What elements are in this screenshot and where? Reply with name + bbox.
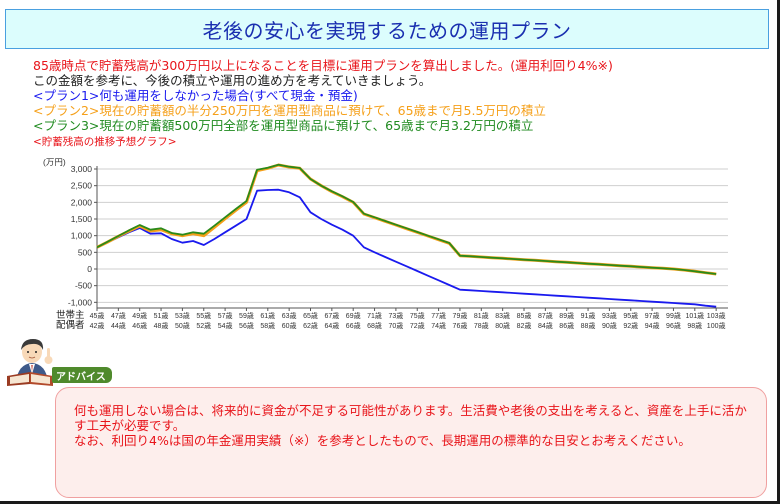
x-tick-label-spouse: 60歳 — [282, 321, 297, 330]
x-tick-label-spouse: 50歳 — [175, 321, 190, 330]
page-title: 老後の安心を実現するための運用プラン — [202, 18, 572, 43]
frame-bottom-border — [0, 501, 780, 504]
x-tick-label-head: 85歳 — [517, 311, 532, 320]
x-tick-label-spouse: 88歳 — [581, 321, 596, 330]
x-tick-label-head: 73歳 — [389, 311, 404, 320]
x-tick-label-head: 75歳 — [410, 311, 425, 320]
savings-projection-chart: 3,000 2,500 2,000 1,500 1,000 500 0 -500 -1,000 (… — [43, 157, 728, 331]
x-tick-label-head: 47歳 — [111, 311, 126, 320]
row-label-head: 世帯主 — [56, 309, 85, 321]
x-tick-label-spouse: 62歳 — [303, 321, 318, 330]
x-tick-label-spouse: 68歳 — [367, 321, 382, 330]
x-tick-label-spouse: 70歳 — [389, 321, 404, 330]
x-tick-label-spouse: 72歳 — [410, 321, 425, 330]
x-tick-label-spouse: 42歳 — [90, 321, 105, 330]
y-tick-label: -500 — [75, 281, 92, 291]
x-tick-label-head: 89歳 — [559, 311, 574, 320]
x-tick-label-spouse: 74歳 — [431, 321, 446, 330]
x-tick-label-head: 97歳 — [645, 311, 660, 320]
plan2-description: <プラン2>現在の貯蓄額の半分250万円を運用型商品に預けて、65歳まで月5.5… — [33, 103, 546, 118]
x-tick-label-spouse: 64歳 — [324, 321, 339, 330]
x-tick-label-head: 71歳 — [367, 311, 382, 320]
series-line-3 — [96, 163, 717, 275]
advice-text-2: なお、利回り4%は国の年金運用実績（※）を参考としたもので、長期運用の標準的な目… — [74, 433, 691, 448]
x-tick-label-spouse: 90歳 — [602, 321, 617, 330]
x-tick-label-spouse: 48歳 — [154, 321, 169, 330]
x-tick-label-head: 79歳 — [453, 311, 468, 320]
frame-right-border — [777, 0, 780, 504]
x-tick-label-head: 57歳 — [218, 311, 233, 320]
x-tick-label-spouse: 82歳 — [517, 321, 532, 330]
x-tick-label-spouse: 66歳 — [346, 321, 361, 330]
x-tick-label-head: 77歳 — [431, 311, 446, 320]
x-tick-label-head: 95歳 — [623, 311, 638, 320]
advice-badge: アドバイス — [52, 367, 112, 383]
graph-caption: <貯蓄残高の推移予想グラフ> — [33, 136, 177, 148]
x-tick-label-spouse: 44歳 — [111, 321, 126, 330]
x-tick-label-head: 67歳 — [324, 311, 339, 320]
page-title-box: 老後の安心を実現するための運用プラン — [5, 9, 769, 49]
x-tick-label-head: 53歳 — [175, 311, 190, 320]
x-tick-label-spouse: 56歳 — [239, 321, 254, 330]
y-tick-label: 500 — [78, 247, 92, 257]
x-tick-label-spouse: 98歳 — [687, 321, 702, 330]
row-label-spouse: 配偶者 — [56, 319, 85, 331]
guide-text: この金額を参考に、今後の積立や運用の進め方を考えていきましょう。 — [33, 73, 432, 88]
y-tick-label: -1,000 — [68, 297, 92, 307]
x-tick-label-head: 61歳 — [260, 311, 275, 320]
x-tick-label-head: 99歳 — [666, 311, 681, 320]
x-tick-label-head: 69歳 — [346, 311, 361, 320]
x-tick-label-head: 93歳 — [602, 311, 617, 320]
y-tick-label: 2,000 — [71, 197, 93, 207]
advice-box: 何も運用しない場合は、将来的に資金が不足する可能性があります。生活費や老後の支出… — [55, 387, 767, 498]
x-tick-label-head: 101歳 — [685, 311, 704, 320]
x-tick-label-head: 49歳 — [132, 311, 147, 320]
y-tick-label: 1,000 — [71, 231, 93, 241]
x-tick-label-spouse: 86歳 — [559, 321, 574, 330]
x-tick-label-head: 55歳 — [196, 311, 211, 320]
x-tick-label-head: 91歳 — [581, 311, 596, 320]
intro-section: 85歳時点で貯蓄残高が300万円以上になることを目標に運用プランを算出しました。… — [33, 58, 613, 150]
x-tick-label-head: 51歳 — [154, 311, 169, 320]
x-tick-label-spouse: 96歳 — [666, 321, 681, 330]
x-tick-label-head: 65歳 — [303, 311, 318, 320]
x-tick-label-head: 45歳 — [90, 311, 105, 320]
x-tick-label-spouse: 52歳 — [196, 321, 211, 330]
x-tick-label-head: 63歳 — [282, 311, 297, 320]
x-tick-label-spouse: 46歳 — [132, 321, 147, 330]
x-tick-label-spouse: 58歳 — [260, 321, 275, 330]
x-tick-label-spouse: 78歳 — [474, 321, 489, 330]
x-tick-label-head: 59歳 — [239, 311, 254, 320]
x-tick-label-spouse: 94歳 — [645, 321, 660, 330]
x-tick-label-spouse: 100歳 — [707, 321, 726, 330]
x-tick-label-head: 81歳 — [474, 311, 489, 320]
x-tick-label-head: 103歳 — [707, 311, 726, 320]
y-axis-unit: (万円) — [43, 157, 66, 167]
plan3-description: <プラン3>現在の貯蓄額500万円全部を運用型商品に預けて、65歳まで月3.2万… — [33, 118, 534, 133]
y-tick-label: 2,500 — [71, 181, 93, 191]
x-tick-label-head: 83歳 — [495, 311, 510, 320]
y-tick-label: 3,000 — [71, 164, 93, 174]
plan1-description: <プラン1>何も運用をしなかった場合(すべて現金・預金) — [33, 88, 358, 103]
advice-text-1: 何も運用しない場合は、将来的に資金が不足する可能性があります。生活費や老後の支出… — [74, 403, 747, 433]
x-tick-label-spouse: 84歳 — [538, 321, 553, 330]
x-tick-label-head: 87歳 — [538, 311, 553, 320]
goal-text: 85歳時点で貯蓄残高が300万円以上になることを目標に運用プランを算出しました。… — [33, 58, 613, 73]
x-tick-label-spouse: 54歳 — [218, 321, 233, 330]
x-tick-label-spouse: 92歳 — [623, 321, 638, 330]
y-tick-label: 0 — [87, 264, 92, 274]
series-line-1 — [96, 188, 717, 308]
y-tick-label: 1,500 — [71, 214, 93, 224]
x-tick-label-spouse: 76歳 — [453, 321, 468, 330]
advisor-character-icon — [7, 339, 53, 386]
x-tick-label-spouse: 80歳 — [495, 321, 510, 330]
